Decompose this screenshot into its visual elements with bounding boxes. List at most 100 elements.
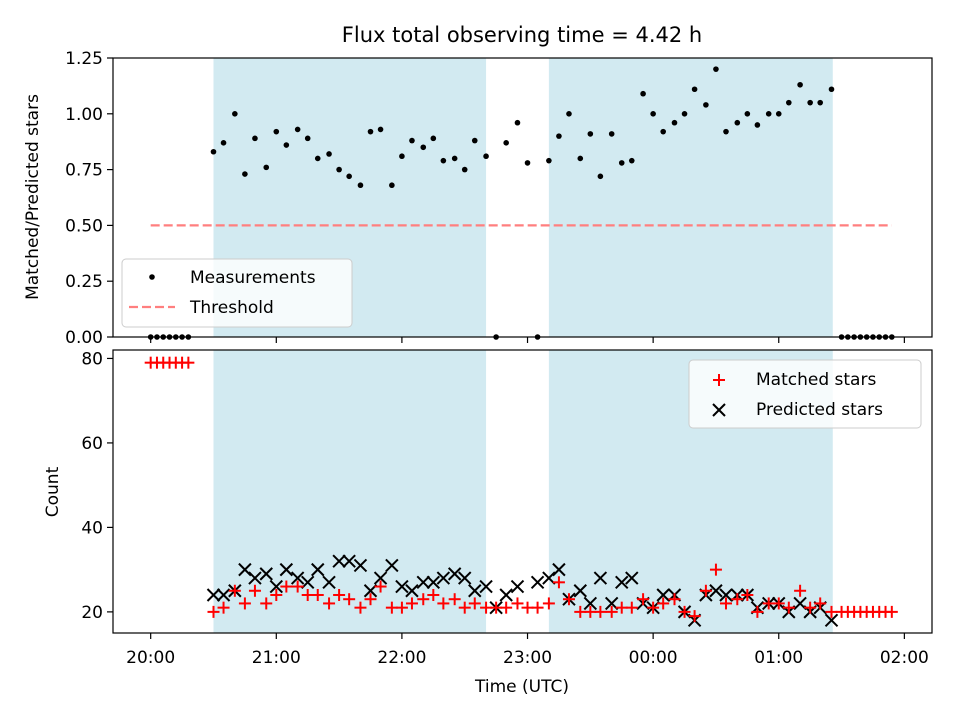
predicted-star-marker <box>625 571 639 585</box>
predicted-star-marker <box>426 575 441 590</box>
top-y-tick-label: 0.75 <box>65 161 103 181</box>
matched-star-marker <box>248 584 261 597</box>
predicted-star-marker <box>269 579 284 594</box>
predicted-star-marker <box>499 588 513 602</box>
matched-star-marker <box>427 588 440 601</box>
measurement-point <box>326 151 332 157</box>
predicted-star-marker <box>447 567 462 581</box>
top-y-axis: 0.00 0.25 0.50 0.75 1.00 1.25 <box>65 49 113 348</box>
x-tick-label: 20:00 <box>126 648 175 668</box>
predicted-star-marker <box>206 588 221 602</box>
matched-star-marker <box>804 601 817 614</box>
predicted-star-marker <box>719 588 733 602</box>
predicted-star-marker <box>656 588 670 602</box>
matched-star-marker <box>182 356 195 369</box>
measurement-point <box>775 111 782 117</box>
measurement-point <box>618 160 625 166</box>
predicted-star-marker <box>342 554 356 568</box>
measurement-point <box>691 86 698 93</box>
bottom-x-axis: 20:00 21:00 22:00 23:00 00:00 01:00 02:00 <box>126 633 929 668</box>
matched-star-marker <box>260 597 273 610</box>
measurement-point <box>357 182 364 189</box>
matched-star-marker <box>480 601 493 614</box>
matched-star-marker <box>741 588 754 601</box>
predicted-star-marker <box>416 575 430 590</box>
measurement-point <box>389 182 395 189</box>
matched-star-marker <box>437 597 450 610</box>
measurement-point <box>608 131 615 137</box>
matched-star-marker <box>311 588 324 601</box>
top-y-tick-label: 1.00 <box>65 105 103 125</box>
measurement-point <box>399 153 405 160</box>
measurement-point <box>786 99 792 106</box>
measurement-point <box>765 111 772 117</box>
x-tick-label: 02:00 <box>880 648 929 668</box>
predicted-star-marker <box>363 584 378 598</box>
measurement-point <box>314 155 321 162</box>
matched-star-marker <box>238 597 251 610</box>
measurement-point <box>723 128 729 135</box>
measurement-point <box>744 111 751 117</box>
predicted-star-marker <box>824 613 839 628</box>
predicted-star-marker <box>322 575 336 590</box>
top-y-axis-label: Matched/Predicted stars <box>23 94 43 300</box>
matched-star-marker <box>637 593 650 606</box>
measurement-point <box>461 166 468 173</box>
measurement-point <box>451 155 458 162</box>
matched-star-marker <box>354 601 367 614</box>
predicted-star-marker <box>216 588 231 602</box>
bottom-legend: Matched stars Predicted stars <box>688 359 922 429</box>
matched-star-marker <box>228 584 241 597</box>
matched-star-marker <box>719 597 732 610</box>
matched-star-marker <box>395 601 408 614</box>
predicted-star-marker <box>290 571 305 585</box>
measurement-point <box>828 86 835 93</box>
matched-star-marker <box>364 593 377 606</box>
top-legend-box <box>121 258 353 328</box>
matched-star-marker <box>885 605 898 618</box>
measurement-point <box>817 99 824 106</box>
matched-star-marker <box>280 580 293 593</box>
matched-star-marker <box>333 588 346 601</box>
matched-star-marker <box>562 593 575 606</box>
measurement-point <box>734 119 741 126</box>
matched-star-marker <box>542 597 555 610</box>
shaded-interval <box>548 58 833 337</box>
matched-star-marker <box>270 588 283 601</box>
x-tick-label: 21:00 <box>252 648 301 668</box>
matched-star-marker <box>574 605 587 618</box>
matched-star-marker <box>405 597 418 610</box>
measurement-point <box>273 128 280 135</box>
x-tick-label: 01:00 <box>754 648 803 668</box>
predicted-star-marker <box>468 584 482 598</box>
matched-star-marker <box>207 605 220 618</box>
predicted-star-marker <box>593 571 608 585</box>
predicted-star-marker <box>259 567 273 581</box>
predicted-star-marker <box>604 596 619 611</box>
measurement-point <box>587 131 594 137</box>
matched-star-marker <box>490 601 503 614</box>
measurement-point <box>514 119 521 126</box>
measurement-point <box>577 155 584 162</box>
matched-star-marker <box>584 605 597 618</box>
measurement-point <box>409 137 415 144</box>
matched-star-marker <box>500 601 513 614</box>
predicted-star-marker <box>373 571 388 585</box>
legend-matched-marker <box>713 374 725 386</box>
matched-star-marker <box>291 580 304 593</box>
matched-star-marker <box>762 597 775 610</box>
predicted-star-marker <box>479 579 493 594</box>
measurement-point <box>304 135 311 142</box>
bottom-y-tick-label: 60 <box>81 434 103 454</box>
predicted-star-marker <box>436 571 451 585</box>
top-x-ticks <box>150 337 905 343</box>
matched-star-marker <box>668 593 681 606</box>
matched-star-marker <box>782 601 795 614</box>
measurement-point <box>681 111 688 117</box>
matched-star-marker <box>521 601 534 614</box>
matched-star-marker <box>657 597 670 610</box>
measurement-point <box>263 164 270 171</box>
legend-matched-label: Matched stars <box>756 370 876 390</box>
x-tick-label: 23:00 <box>503 648 552 668</box>
bottom-data-points <box>144 356 898 628</box>
